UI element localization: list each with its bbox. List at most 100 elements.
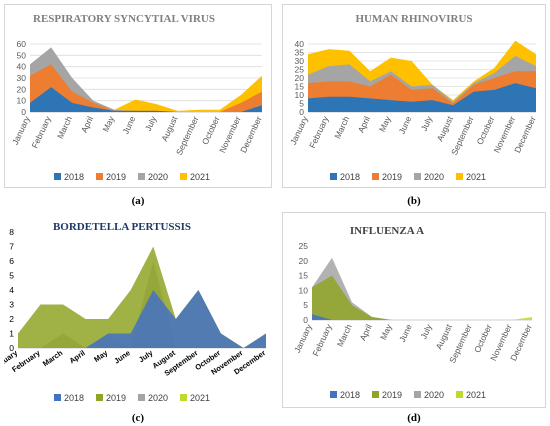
legend-label: 2021 xyxy=(466,390,486,400)
area-series-2020 xyxy=(30,47,262,112)
y-tick-label: 30 xyxy=(17,73,27,83)
x-tick-label: May xyxy=(92,348,110,364)
legend-label: 2020 xyxy=(424,172,444,182)
legend-label: 2018 xyxy=(340,172,360,182)
x-tick-label: April xyxy=(79,115,95,135)
x-tick-label: December xyxy=(238,114,264,154)
y-tick-label: 8 xyxy=(9,227,14,237)
y-tick-label: 40 xyxy=(17,62,27,72)
legend-item-2020: 2020 xyxy=(414,172,444,182)
y-tick-label: 10 xyxy=(295,90,305,100)
x-tick-label: June xyxy=(120,114,137,135)
y-tick-label: 20 xyxy=(295,73,305,83)
legend-swatch xyxy=(456,391,463,398)
chart-title: HUMAN RHINOVIRUS xyxy=(355,13,472,25)
area-series-2019 xyxy=(30,64,262,112)
y-tick-label: 30 xyxy=(295,56,305,66)
y-tick-label: 25 xyxy=(295,65,305,75)
legend-item-2018: 2018 xyxy=(54,172,84,182)
legend-item-2021: 2021 xyxy=(456,390,486,400)
y-tick-label: 0 xyxy=(299,107,304,117)
legend-item-2020: 2020 xyxy=(138,172,168,182)
legend-swatch xyxy=(54,173,61,180)
x-tick-label: August xyxy=(159,114,180,143)
legend-item-2018: 2018 xyxy=(54,393,84,403)
legend-label: 2018 xyxy=(64,172,84,182)
x-tick-label: April xyxy=(68,348,87,365)
y-tick-label: 10 xyxy=(17,96,27,106)
y-tick-label: 0 xyxy=(9,343,14,353)
legend-swatch xyxy=(372,391,379,398)
legend-label: 2020 xyxy=(148,393,168,403)
x-tick-label: May xyxy=(377,114,393,133)
x-tick-label: June xyxy=(112,348,132,365)
area-series-2018 xyxy=(18,290,266,348)
x-tick-label: October xyxy=(475,114,497,146)
legend-label: 2019 xyxy=(382,390,402,400)
x-tick-label: August xyxy=(434,322,455,351)
panel-label-b: (b) xyxy=(407,195,421,207)
y-tick-label: 6 xyxy=(9,256,14,266)
y-tick-label: 50 xyxy=(17,50,27,60)
y-tick-label: 1 xyxy=(9,329,14,339)
x-tick-label: July xyxy=(143,114,159,133)
x-tick-label: March xyxy=(332,114,351,140)
legend-item-2021: 2021 xyxy=(180,393,210,403)
legend-swatch xyxy=(96,173,103,180)
y-tick-label: 5 xyxy=(303,300,308,310)
x-tick-label: October xyxy=(472,322,494,354)
legend-swatch xyxy=(414,173,421,180)
area-series-2019 xyxy=(312,275,532,320)
legend-label: 2019 xyxy=(106,172,126,182)
x-tick-label: March xyxy=(55,114,74,140)
legend-swatch xyxy=(54,394,61,401)
x-tick-label: October xyxy=(200,114,222,146)
legend-item-2020: 2020 xyxy=(414,390,444,400)
y-tick-label: 4 xyxy=(9,285,14,295)
legend-swatch xyxy=(138,394,145,401)
x-tick-label: August xyxy=(435,114,456,143)
x-tick-label: May xyxy=(100,114,116,133)
y-tick-label: 35 xyxy=(295,48,305,58)
y-tick-label: 0 xyxy=(303,315,308,325)
x-tick-label: February xyxy=(310,322,334,358)
chart-pertussis: BORDETELLA PERTUSSIS012345678JanuaryFebr… xyxy=(4,221,267,403)
x-tick-label: January xyxy=(10,114,32,146)
x-tick-label: January xyxy=(288,114,310,146)
panel-label-c: (c) xyxy=(131,412,145,424)
y-tick-label: 20 xyxy=(299,256,309,266)
x-tick-label: June xyxy=(397,322,414,343)
legend-swatch xyxy=(414,391,421,398)
y-tick-label: 5 xyxy=(299,99,304,109)
y-tick-label: 7 xyxy=(9,242,14,252)
panel-label-d: (d) xyxy=(407,412,421,424)
legend-swatch xyxy=(330,391,337,398)
legend-swatch xyxy=(180,173,187,180)
legend-swatch xyxy=(138,173,145,180)
x-tick-label: January xyxy=(292,322,314,354)
legend-label: 2021 xyxy=(466,172,486,182)
legend-label: 2018 xyxy=(64,393,84,403)
legend-item-2018: 2018 xyxy=(330,390,360,400)
y-tick-label: 0 xyxy=(21,107,26,117)
y-tick-label: 40 xyxy=(295,39,305,49)
x-tick-label: May xyxy=(378,322,394,341)
x-tick-label: July xyxy=(418,322,434,341)
legend-swatch xyxy=(96,394,103,401)
y-tick-label: 15 xyxy=(299,271,309,281)
y-tick-label: 60 xyxy=(17,39,27,49)
legend-label: 2021 xyxy=(190,172,210,182)
legend-item-2019: 2019 xyxy=(372,390,402,400)
legend-label: 2019 xyxy=(382,172,402,182)
legend-swatch xyxy=(180,394,187,401)
chart-title: BORDETELLA PERTUSSIS xyxy=(53,221,191,233)
x-tick-label: March xyxy=(41,348,65,368)
legend-swatch xyxy=(456,173,463,180)
y-tick-label: 20 xyxy=(17,84,27,94)
y-tick-label: 5 xyxy=(9,271,14,281)
legend-label: 2018 xyxy=(340,390,360,400)
legend-item-2019: 2019 xyxy=(96,393,126,403)
